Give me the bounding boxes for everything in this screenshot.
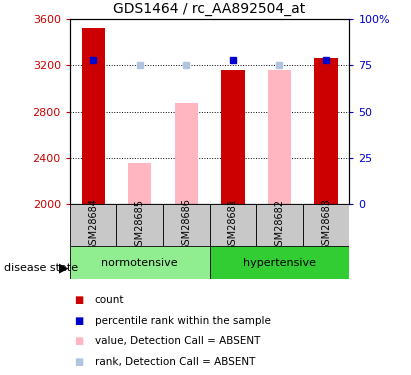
Text: GSM28686: GSM28686 xyxy=(181,199,191,251)
Text: ■: ■ xyxy=(74,336,83,346)
Bar xyxy=(175,104,198,204)
Text: GSM28685: GSM28685 xyxy=(135,198,145,252)
Title: GDS1464 / rc_AA892504_at: GDS1464 / rc_AA892504_at xyxy=(113,2,306,16)
Text: count: count xyxy=(95,295,124,305)
Text: GSM28683: GSM28683 xyxy=(321,199,331,251)
Bar xyxy=(256,204,303,246)
Text: ▶: ▶ xyxy=(59,262,69,274)
Text: ■: ■ xyxy=(74,357,83,367)
Bar xyxy=(268,70,291,204)
Text: hypertensive: hypertensive xyxy=(243,258,316,267)
Bar xyxy=(303,204,349,246)
Bar xyxy=(70,204,116,246)
Bar xyxy=(221,70,245,204)
Text: disease state: disease state xyxy=(4,263,78,273)
Text: ■: ■ xyxy=(74,316,83,326)
Bar xyxy=(314,58,338,204)
Bar xyxy=(128,163,151,204)
Bar xyxy=(210,204,256,246)
Text: ■: ■ xyxy=(74,295,83,305)
Text: GSM28681: GSM28681 xyxy=(228,199,238,251)
Bar xyxy=(81,28,105,204)
Bar xyxy=(70,246,210,279)
Text: value, Detection Call = ABSENT: value, Detection Call = ABSENT xyxy=(95,336,260,346)
Bar xyxy=(163,204,210,246)
Text: percentile rank within the sample: percentile rank within the sample xyxy=(95,316,270,326)
Text: GSM28682: GSM28682 xyxy=(275,198,284,252)
Bar xyxy=(210,246,349,279)
Text: GSM28684: GSM28684 xyxy=(88,199,98,251)
Bar xyxy=(116,204,163,246)
Text: normotensive: normotensive xyxy=(102,258,178,267)
Text: rank, Detection Call = ABSENT: rank, Detection Call = ABSENT xyxy=(95,357,255,367)
